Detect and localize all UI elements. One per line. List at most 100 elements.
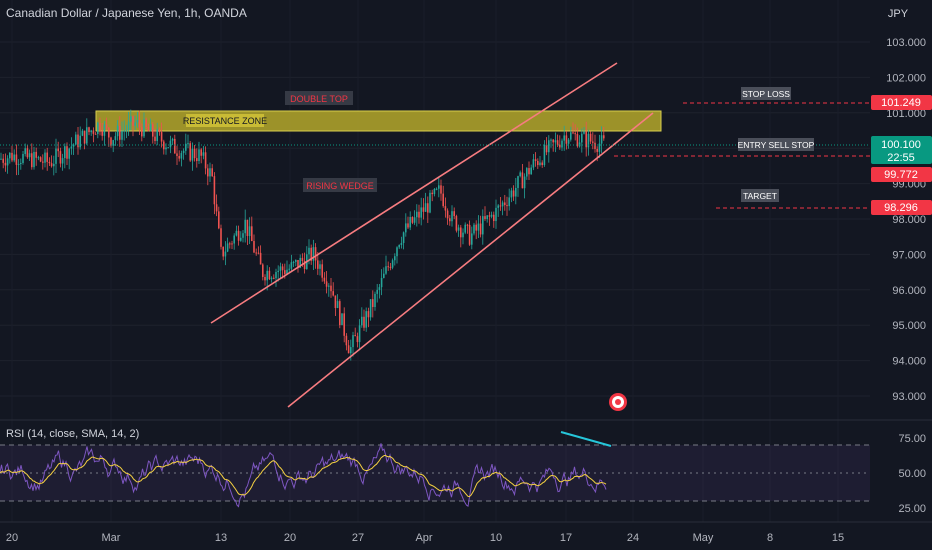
candle-body — [334, 295, 337, 309]
candle-body — [171, 138, 174, 141]
candle-body — [358, 325, 361, 343]
resistance-zone-box[interactable] — [95, 110, 662, 132]
candle-body — [28, 153, 31, 158]
candle-body — [46, 152, 48, 162]
candle-body — [517, 176, 519, 188]
candle-body — [449, 218, 451, 222]
target-price-tag: 98.296 — [871, 200, 932, 215]
rsi-series — [0, 443, 607, 508]
candle-body — [515, 187, 517, 197]
time-tick-label: 20 — [284, 532, 296, 544]
candle-body — [70, 146, 73, 149]
candle-body — [455, 216, 458, 231]
candle-body — [442, 193, 444, 207]
candle-body — [22, 153, 24, 163]
candle-body — [215, 204, 218, 212]
candle-body — [490, 214, 493, 217]
rsi-divergence-line[interactable] — [560, 431, 612, 447]
entry-price: 99.772 — [884, 169, 918, 181]
bar-countdown: 22:55 — [887, 152, 915, 164]
candle-body — [402, 232, 405, 243]
candle-body — [31, 153, 33, 168]
candle-body — [594, 142, 596, 149]
candle-body — [224, 251, 227, 257]
stop-loss-label-bg — [741, 87, 791, 100]
candle-body — [317, 260, 319, 269]
candle-body — [479, 223, 482, 235]
candle-body — [556, 140, 559, 145]
candle-body — [132, 116, 134, 126]
candle-body — [512, 190, 515, 197]
wedge-upper-line[interactable] — [210, 62, 618, 324]
symbol-title[interactable]: Canadian Dollar / Japanese Yen, 1h, OAND… — [6, 6, 247, 20]
candle-body — [539, 162, 541, 165]
candle-body — [268, 270, 271, 280]
time-axis[interactable]: 20 Mar 13 20 27 Apr 10 17 24 May 8 15 — [6, 532, 844, 544]
candle-body — [301, 257, 304, 261]
candle-body — [314, 247, 317, 261]
candle-body — [123, 130, 125, 132]
candle-body — [26, 148, 29, 158]
candle-body — [473, 224, 475, 234]
wedge-lower-line[interactable] — [287, 112, 654, 408]
candle-body — [240, 237, 242, 241]
candle-body — [506, 205, 508, 207]
candle-body — [374, 293, 376, 308]
candle-body — [61, 158, 64, 164]
candle-body — [328, 285, 330, 287]
candle-body — [376, 289, 378, 294]
candle-body — [211, 168, 213, 177]
candle-body — [286, 269, 288, 274]
candle-body — [534, 159, 537, 161]
candle-body — [39, 157, 42, 162]
target-label: TARGET — [743, 191, 777, 201]
candle-body — [127, 121, 130, 131]
candle-body — [559, 144, 561, 148]
candle-body — [460, 227, 462, 238]
candle-body — [147, 126, 150, 132]
entry-price-tag: 99.772 — [871, 167, 932, 182]
time-tick-label: Mar — [102, 532, 121, 544]
candle-body — [572, 132, 574, 134]
candle-body — [444, 206, 447, 211]
time-tick-label: 13 — [215, 532, 227, 544]
candle-body — [180, 153, 183, 159]
candle-body — [152, 124, 154, 137]
rsi-axis[interactable]: 75.00 50.00 25.00 — [898, 433, 926, 515]
candle-body — [92, 130, 95, 134]
candle-body — [53, 163, 55, 167]
target-marker-icon[interactable] — [609, 393, 627, 411]
candle-body — [55, 148, 57, 164]
candle-body — [33, 151, 35, 168]
candle-body — [418, 211, 420, 218]
candle-body — [440, 185, 442, 194]
candle-body — [284, 270, 286, 274]
candle-body — [105, 124, 108, 128]
entry-label-bg — [738, 138, 814, 151]
double-top-label: DOUBLE TOP — [290, 94, 348, 104]
candle-body — [537, 160, 539, 165]
candle-body — [138, 120, 141, 128]
candle-body — [471, 233, 473, 245]
candle-body — [4, 162, 7, 166]
candle-body — [37, 157, 40, 159]
candle-body — [576, 134, 579, 147]
candle-body — [279, 266, 282, 271]
candle-body — [508, 197, 510, 207]
candle-body — [198, 149, 200, 162]
candle-body — [521, 172, 524, 189]
candle-body — [385, 266, 387, 274]
candle-body — [90, 130, 92, 133]
rsi-title[interactable]: RSI (14, close, SMA, 14, 2) — [6, 428, 139, 440]
candle-body — [341, 313, 343, 326]
candle-body — [504, 202, 506, 206]
price-tick-label: 94.000 — [892, 356, 926, 368]
candle-body — [83, 130, 86, 144]
candle-body — [495, 207, 497, 222]
candle-body — [570, 132, 572, 140]
candle-body — [299, 257, 301, 268]
candle-body — [167, 147, 169, 149]
candle-body — [0, 158, 2, 160]
candle-body — [350, 347, 352, 354]
